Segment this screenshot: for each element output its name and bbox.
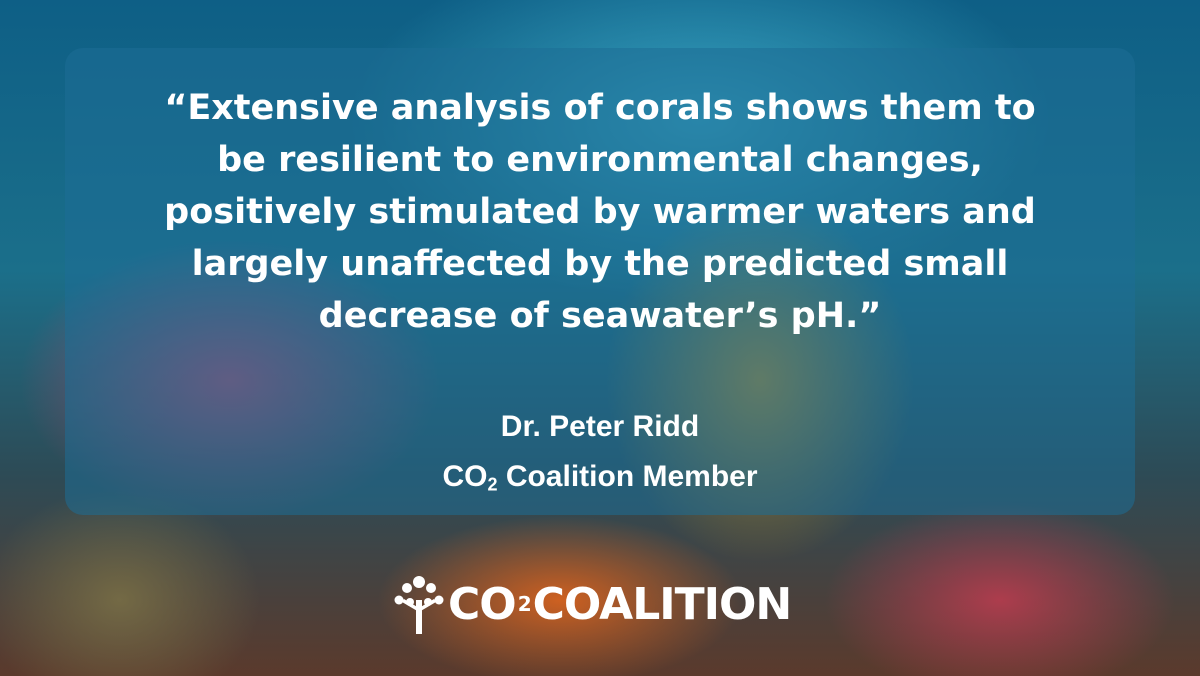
affiliation-suffix: Coalition Member (497, 460, 758, 493)
quote-line: positively stimulated by warmer waters a… (164, 192, 1036, 232)
logo-prefix: CO (448, 578, 517, 630)
affiliation-prefix: CO (442, 460, 488, 493)
quote: “Extensive analysis of corals shows them… (65, 82, 1135, 342)
quote-line: largely unaffected by the predicted smal… (191, 244, 1009, 284)
quote-line: “Extensive analysis of corals shows them… (164, 88, 1036, 128)
affiliation-subscript: 2 (487, 474, 498, 495)
quote-line: decrease of seawater’s pH.” (318, 296, 882, 336)
quote-panel (65, 48, 1135, 515)
logo: CO 2 COALITION (390, 572, 793, 636)
quote-line: be resilient to environmental changes, (217, 140, 983, 180)
logo-icon (394, 576, 444, 634)
author-name: Dr. Peter Ridd (500, 410, 700, 443)
logo-subscript: 2 (517, 592, 532, 616)
author-affiliation: CO2 Coalition Member (65, 460, 1135, 496)
logo-suffix: COALITION (532, 578, 793, 630)
